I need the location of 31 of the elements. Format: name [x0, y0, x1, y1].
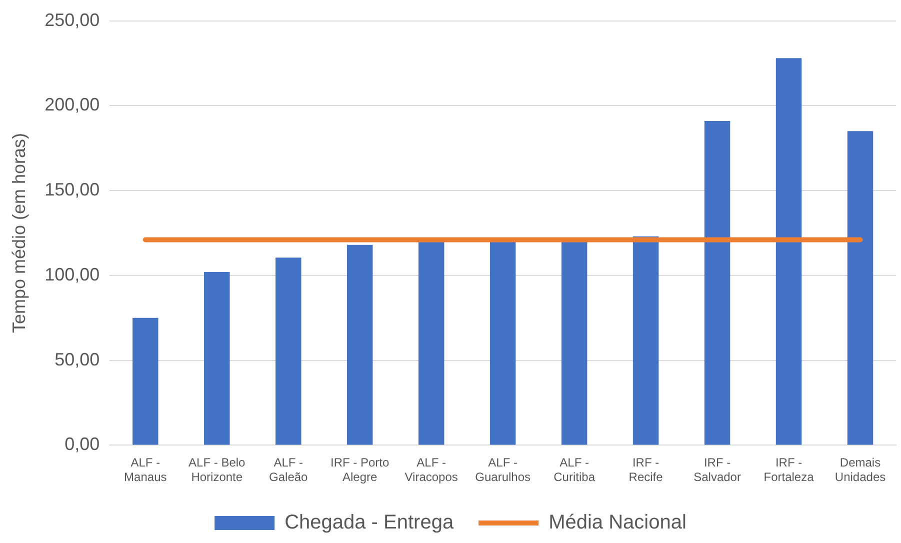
x-tick-label: ALF - Manaus	[124, 456, 167, 484]
y-axis-title: Tempo médio (em horas)	[8, 132, 29, 334]
y-tick-label: 50,00	[54, 349, 100, 370]
bar	[276, 258, 302, 445]
bar	[704, 120, 730, 445]
x-tick-label: Demais Unidades	[834, 456, 886, 484]
bar	[776, 58, 802, 445]
bar	[204, 272, 230, 445]
legend-label: Chegada - Entrega	[284, 512, 454, 534]
bar	[418, 241, 444, 445]
bar	[346, 244, 373, 445]
x-tick-label: IRF - Porto Alegre	[330, 456, 390, 484]
bar	[490, 241, 516, 445]
x-tick-label: IRF - Fortaleza	[764, 456, 814, 484]
y-tick-label: 250,00	[44, 10, 100, 30]
x-tick-label: ALF - Viracopos	[404, 456, 458, 484]
y-tick-label: 0,00	[64, 434, 100, 454]
bar	[632, 236, 659, 445]
legend-label: Média Nacional	[548, 512, 686, 534]
bar	[132, 318, 158, 445]
bar	[847, 131, 874, 445]
x-tick-label: ALF - Guarulhos	[475, 456, 531, 484]
x-tick-label: ALF - Curitiba	[554, 456, 596, 484]
y-tick-label: 200,00	[44, 94, 100, 115]
x-tick-label: ALF - Galeão	[269, 456, 308, 484]
x-tick-label: IRF - Salvador	[694, 456, 741, 484]
bar	[561, 241, 588, 445]
y-tick-label: 150,00	[44, 180, 100, 200]
x-tick-label: ALF - Belo Horizonte	[188, 456, 246, 484]
x-tick-label: IRF - Recife	[628, 456, 664, 484]
y-tick-label: 100,00	[44, 264, 100, 284]
